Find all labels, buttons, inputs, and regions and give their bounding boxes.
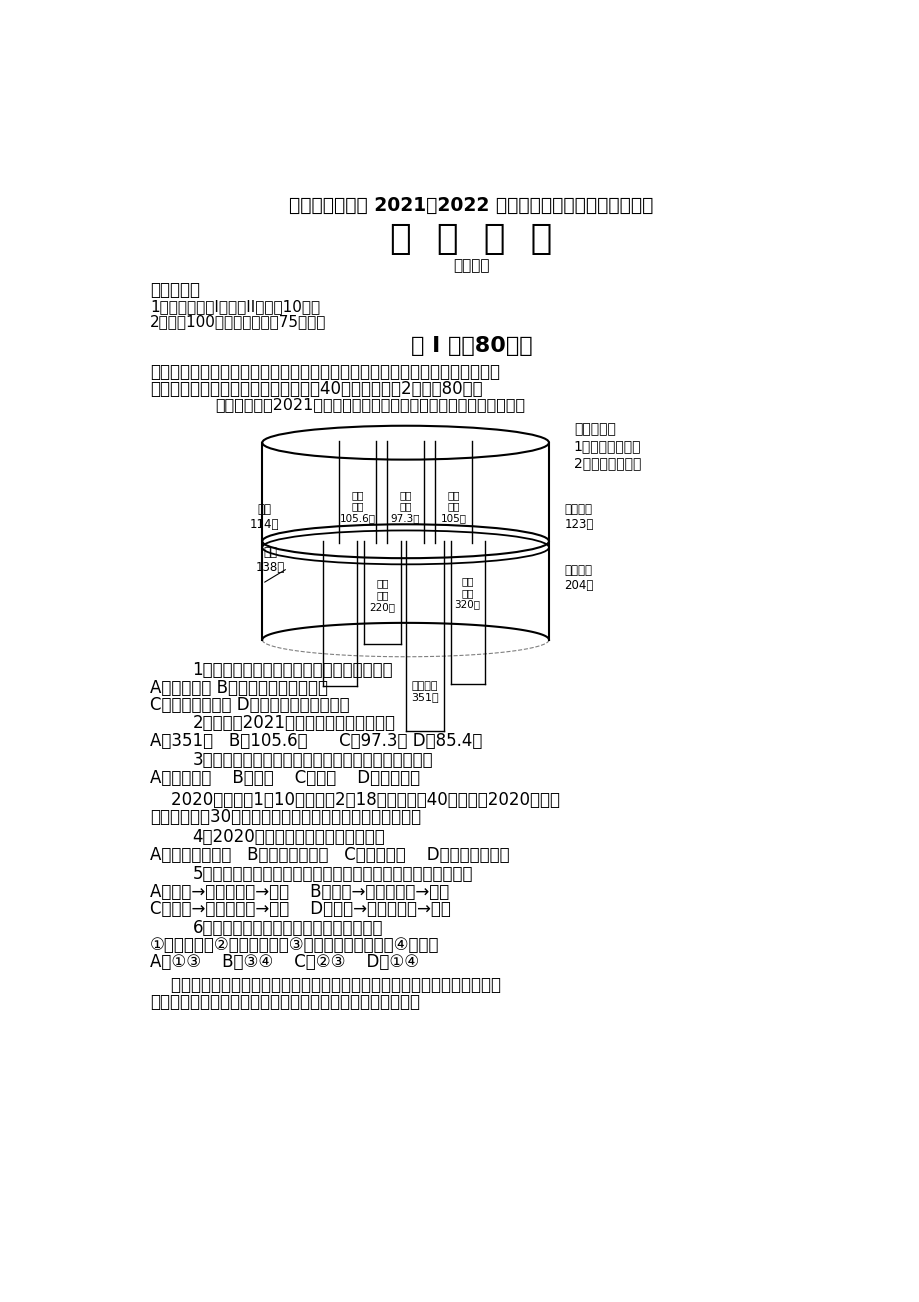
- Text: 5．春运期间，春节前、后人口主要流动的方向分别为（　　）: 5．春运期间，春节前、后人口主要流动的方向分别为（ ）: [192, 866, 472, 884]
- Text: 社区服务
123万: 社区服务 123万: [564, 503, 594, 531]
- Text: 1．自然条件不变: 1．自然条件不变: [573, 439, 641, 453]
- Text: A．土地资源    B．市政    C．教育    D．劳动就业: A．土地资源 B．市政 C．教育 D．劳动就业: [150, 769, 420, 788]
- Text: 江苏省响水中学 2021～2022 学年度春学期高一年级期中考试: 江苏省响水中学 2021～2022 学年度春学期高一年级期中考试: [289, 197, 653, 215]
- Text: 一、单项选择题（在下列各小题的四个选项中，只有一个选项最符合题目要求，: 一、单项选择题（在下列各小题的四个选项中，只有一个选项最符合题目要求，: [150, 362, 499, 380]
- Text: A．①③    B．③④    C．②③    D．①④: A．①③ B．③④ C．②③ D．①④: [150, 953, 418, 971]
- Text: 3．图中制约该城市人口容量最根本的因素是（　　）: 3．图中制约该城市人口容量最根本的因素是（ ）: [192, 751, 433, 769]
- Text: 文化体育
204万: 文化体育 204万: [564, 564, 594, 592]
- Text: C．科技发展水平 D．人口的生活消费水平: C．科技发展水平 D．人口的生活消费水平: [150, 697, 349, 713]
- Text: C．城市→农村，农村→城市    D．农村→农村，城市→城市: C．城市→农村，农村→城市 D．农村→农村，城市→城市: [150, 900, 450, 918]
- Text: 2．该城市2021年的人口容量为（　　）: 2．该城市2021年的人口容量为（ ）: [192, 715, 395, 733]
- Text: ①客流量过大②出行时间分散③客流集中于公路运输④民工流: ①客流量过大②出行时间分散③客流集中于公路运输④民工流: [150, 936, 439, 954]
- Text: 命题人：: 命题人：: [453, 258, 489, 273]
- Text: A．资源状况 B．地区的对外开放程度: A．资源状况 B．地区的对外开放程度: [150, 680, 327, 697]
- Text: 2020年春运从1月10日开始，2月18日结束，共40天。预计2020年全国: 2020年春运从1月10日开始，2月18日结束，共40天。预计2020年全国: [150, 792, 560, 810]
- Text: 医疗
卫生
105万: 医疗 卫生 105万: [440, 490, 466, 523]
- Text: A．351万   B．105.6万      C．97.3万 D．85.4万: A．351万 B．105.6万 C．97.3万 D．85.4万: [150, 732, 482, 750]
- Text: 精准、科学的人口普查，不仅能反映人口结构、分布、流动及人口问题，对: 精准、科学的人口普查，不仅能反映人口结构、分布、流动及人口问题，对: [150, 976, 500, 995]
- Text: 劳动
就业
97.3万: 劳动 就业 97.3万: [391, 490, 420, 523]
- Text: 2、满分100分，考试试卷为75分钟。: 2、满分100分，考试试卷为75分钟。: [150, 314, 326, 329]
- Text: 地  理  试  题: 地 理 试 题: [390, 221, 552, 255]
- Text: 6．我国春运压力大的主要原因是（　　）: 6．我国春运压力大的主要原因是（ ）: [192, 918, 382, 936]
- Text: 1．影响环境人口容量的首要因素是（　　）: 1．影响环境人口容量的首要因素是（ ）: [192, 660, 392, 678]
- Text: 春运客运量约30亿人次，与去年基本持平。完成下面小题。: 春运客运量约30亿人次，与去年基本持平。完成下面小题。: [150, 809, 421, 827]
- Text: 下图为某城市2021年人口容量木桶效应示意图。读图完成下面小题。: 下图为某城市2021年人口容量木桶效应示意图。读图完成下面小题。: [216, 397, 526, 413]
- Text: 1、本试题分第I卷和第II卷，共10页。: 1、本试题分第I卷和第II卷，共10页。: [150, 298, 320, 314]
- Text: A．国际人口迁移   B．国内人口迁移   C．人口流动    D．省际人口迁移: A．国际人口迁移 B．国内人口迁移 C．人口流动 D．省际人口迁移: [150, 846, 509, 865]
- Text: 考生注意：: 考生注意：: [150, 281, 199, 299]
- Text: 市政
138万: 市政 138万: [255, 547, 284, 574]
- Text: 第 I 卷（80分）: 第 I 卷（80分）: [410, 336, 532, 355]
- Text: 土地
资源
105.6万: 土地 资源 105.6万: [339, 490, 375, 523]
- Text: A．城市→城市，农村→农村    B．农村→城市，城市→农村: A．城市→城市，农村→农村 B．农村→城市，城市→农村: [150, 883, 448, 901]
- Text: 教育
114万: 教育 114万: [250, 503, 279, 531]
- Text: 前提条件：: 前提条件：: [573, 422, 615, 436]
- Text: 请在答题卡相应位置填涂正确选项。共40小题，每小题2分，共80分）: 请在答题卡相应位置填涂正确选项。共40小题，每小题2分，共80分）: [150, 380, 482, 397]
- Text: 金融
邮电
320万: 金融 邮电 320万: [454, 577, 480, 609]
- Text: 4．2020年春运的旅客流属于（　　）: 4．2020年春运的旅客流属于（ ）: [192, 828, 385, 846]
- Text: 2．消费水平不变: 2．消费水平不变: [573, 456, 641, 470]
- Text: 行政
管理
220万: 行政 管理 220万: [369, 578, 395, 612]
- Text: 商业服务
351万: 商业服务 351万: [411, 681, 438, 702]
- Text: 一个地区的社会和经济发展也有重大的影响。回答下列小题。: 一个地区的社会和经济发展也有重大的影响。回答下列小题。: [150, 993, 419, 1012]
